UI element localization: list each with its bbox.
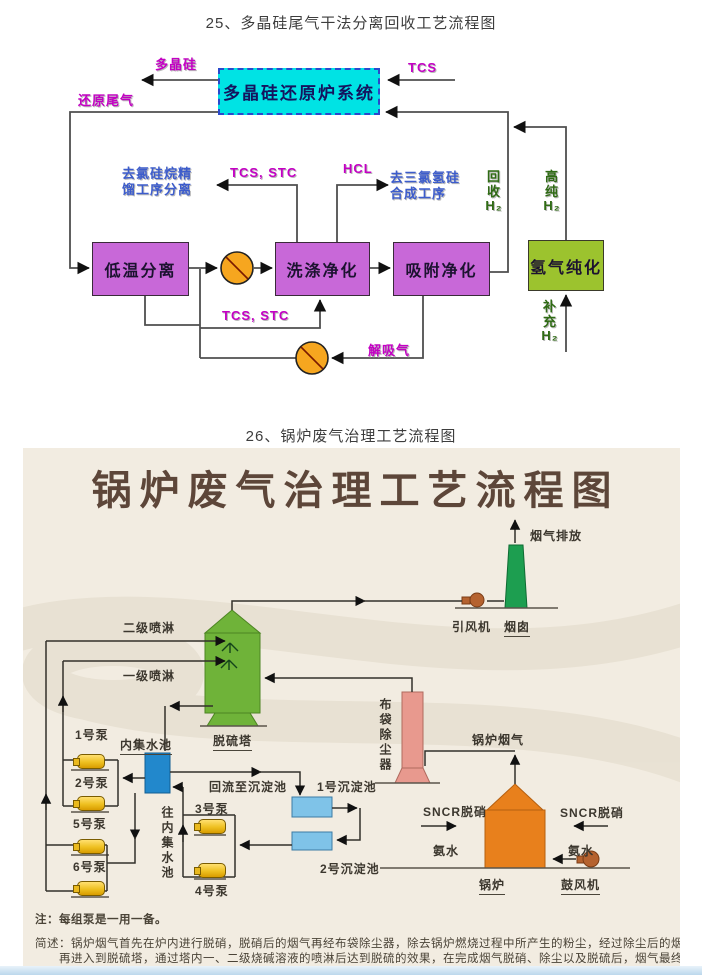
next-image-edge: [0, 966, 702, 975]
pool1-label: 1号沉淀池: [317, 780, 377, 794]
bag-filter-label: 布袋除尘器: [378, 698, 392, 773]
sncr-right-label: SNCR脱硝: [560, 806, 625, 820]
pump-icon-4: [194, 863, 226, 878]
pump-icon-1: [73, 754, 105, 769]
polysilicon-process-diagram: 25、多晶硅尾气干法分离回收工艺流程图: [0, 0, 702, 412]
pump-icon-6: [73, 881, 105, 896]
bag-filter-body: [401, 691, 424, 769]
id-fan-label: 引风机: [452, 620, 492, 634]
reflux-label: 回流至沉淀池: [209, 780, 288, 794]
tcs-stc-bottom-label: TCS, STC: [222, 308, 290, 323]
equipment-shapes: [144, 544, 600, 869]
boiler-label: 锅炉: [479, 876, 506, 895]
to-pool-label: 往内集水池: [160, 806, 174, 881]
pump-icon: [220, 251, 254, 285]
internal-pool-shape: [144, 752, 171, 794]
pump2-label: 2号泵: [75, 776, 109, 790]
bag-filter-base: [394, 767, 431, 784]
boiler-roof: [485, 783, 545, 811]
hydrogen-purification-box: 氢气纯化: [528, 240, 604, 291]
reduction-furnace-box: 多晶硅还原炉系统: [218, 68, 380, 115]
pump4-label: 4号泵: [195, 884, 229, 898]
tower-label: 脱硫塔: [213, 732, 253, 751]
pump6-label: 6号泵: [73, 860, 107, 874]
spray1-label: 一级喷淋: [123, 669, 176, 683]
hcl-label: HCL: [343, 161, 373, 176]
diagram2-heading: 锅炉废气治理工艺流程图: [91, 469, 620, 513]
flow-lines: [40, 519, 608, 892]
polysilicon-label: 多晶硅: [155, 57, 198, 72]
boiler-flue-gas-diagram: 锅炉废气治理工艺流程图 烟气排放 引风机 烟囱 二级喷淋 一级喷淋 脱硫塔 布袋…: [23, 448, 680, 968]
to-distillation-label: 去氯硅烷精馏工序分离: [122, 166, 193, 198]
tcs-stc-top-label: TCS, STC: [230, 165, 298, 180]
recycle-h2-label: 回收H₂: [485, 169, 503, 214]
boiler-gas-label: 锅炉烟气: [472, 733, 525, 747]
pool2-shape: [291, 831, 333, 851]
pump1-label: 1号泵: [75, 728, 109, 742]
pump5-label: 5号泵: [73, 817, 107, 831]
diagram1-title: 25、多晶硅尾气干法分离回收工艺流程图: [205, 15, 497, 32]
blower-label: 鼓风机: [561, 876, 601, 895]
pool1-shape: [291, 796, 333, 818]
desorbed-gas-label: 解吸气: [368, 343, 411, 358]
pump-icon: [295, 341, 329, 375]
washing-purification-box: 洗涤净化: [275, 242, 370, 296]
diagram2-title: 26、锅炉废气治理工艺流程图: [245, 428, 457, 445]
chimney-label: 烟囱: [504, 618, 531, 637]
internal-pool-label: 内集水池: [120, 736, 173, 755]
ground-lines: [71, 607, 630, 898]
boiler-body: [484, 809, 546, 869]
sncr-left-label: SNCR脱硝: [423, 805, 488, 819]
spray2-label: 二级喷淋: [123, 621, 176, 635]
id-fan-icon: [461, 592, 485, 608]
pump-icon-3: [194, 819, 226, 834]
pump3-label: 3号泵: [195, 802, 229, 816]
ammonia-right-label: 氨水: [568, 844, 595, 858]
lowtemp-separation-box: 低温分离: [92, 242, 189, 296]
blower-icon: [576, 850, 600, 868]
tcs-inlet-label: TCS: [408, 60, 437, 75]
tower-base: [206, 712, 259, 727]
note-text: 注：每组泵是一用一备。: [35, 914, 167, 926]
emission-label: 烟气排放: [530, 529, 583, 543]
pump-icon-2: [73, 796, 105, 811]
diagram1-line-layer: [69, 73, 573, 375]
ammonia-left-label: 氨水: [433, 844, 460, 858]
to-synthesis-label: 去三氯氢硅合成工序: [390, 170, 461, 202]
diagram2-line-layer: [23, 519, 680, 898]
makeup-h2-label: 补充H₂: [541, 299, 559, 344]
pure-h2-label: 高纯H₂: [543, 169, 561, 214]
pool2-label: 2号沉淀池: [320, 862, 380, 876]
brief-line1: 简述：锅炉烟气首先在炉内进行脱硝，脱硝后的烟气再经布袋除尘器，除去锅炉燃烧过程中…: [35, 938, 680, 950]
reduction-tailgas-label: 还原尾气: [78, 93, 135, 108]
flow-lines: [69, 73, 573, 365]
brief-line2: 再进入到脱硫塔，通过塔内一、二级烧碱溶液的喷淋后达到脱硫的效果，在完成烟气脱硝、…: [59, 953, 680, 965]
adsorption-purification-box: 吸附净化: [393, 242, 490, 296]
chimney-shape: [504, 544, 528, 609]
pump-icon-5: [73, 839, 105, 854]
